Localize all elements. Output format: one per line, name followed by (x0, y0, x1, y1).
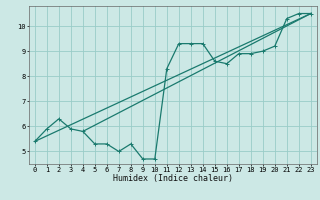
X-axis label: Humidex (Indice chaleur): Humidex (Indice chaleur) (113, 174, 233, 183)
